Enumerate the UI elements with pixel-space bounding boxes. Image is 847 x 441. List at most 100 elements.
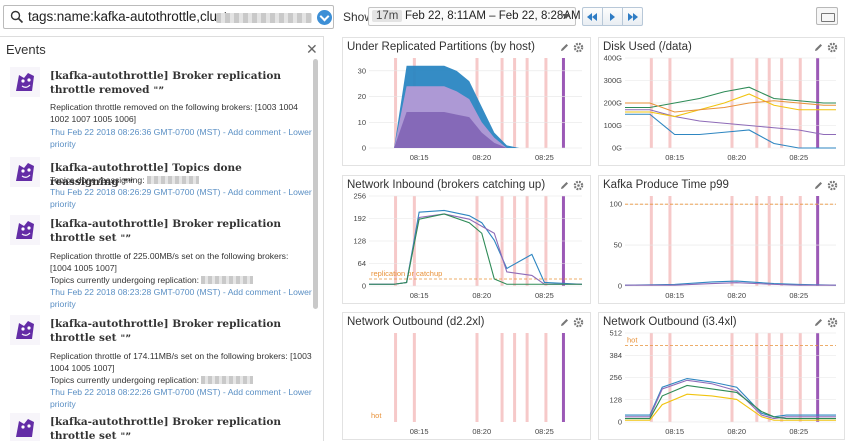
y-tick-label: 512 (609, 329, 622, 338)
events-panel: Events ✕ [kafka-autothrottle] Broker rep… (0, 36, 324, 441)
x-tick-label: 08:20 (472, 153, 491, 162)
event-marker (475, 333, 479, 422)
deploy-marker (561, 333, 565, 422)
y-tick-label: 0 (618, 418, 622, 427)
panel-title: Disk Used (/data) (603, 41, 692, 53)
event-marker (525, 333, 529, 422)
y-tick-label: 256 (353, 192, 366, 201)
y-tick-label: 300G (604, 76, 623, 85)
gear-icon (827, 42, 838, 53)
event-marker (525, 58, 529, 148)
line-series (625, 113, 836, 149)
line-series (625, 377, 836, 418)
line-series (625, 384, 836, 420)
list-item: [kafka-autothrottle] Broker replication … (8, 215, 312, 315)
datadog-avatar-icon (10, 215, 40, 245)
event-marker (500, 58, 504, 148)
top-toolbar: tags:name:kafka-autothrottle,cluster: Sh… (0, 0, 847, 34)
chart-panel-disk-used: Disk Used (/data) 08:15 08:20 08:25 400G 300… (598, 37, 845, 166)
duration-badge: 17m (372, 10, 403, 22)
line-series (625, 379, 836, 420)
x-tick-label: 08:15 (665, 153, 684, 162)
event-marker (668, 196, 672, 286)
redacted-text (216, 13, 312, 23)
deploy-marker (816, 196, 820, 286)
pencil-icon (815, 182, 822, 189)
fast-forward-button[interactable] (622, 7, 643, 26)
scrollbar[interactable] (313, 59, 318, 309)
chart-panel-produce-time: Kafka Produce Time p99 08:15 08:20 08:25 10… (598, 175, 845, 304)
play-button[interactable] (602, 7, 623, 26)
events-title: Events (6, 42, 46, 57)
event-marker (755, 196, 759, 286)
line-series (625, 393, 836, 421)
x-tick-label: 08:15 (410, 427, 429, 436)
pencil-icon (815, 319, 822, 326)
search-submit-icon[interactable] (317, 10, 332, 25)
x-tick-label: 08:25 (789, 427, 808, 436)
pencil-icon (561, 319, 568, 326)
line-series (625, 93, 836, 118)
x-tick-label: 08:25 (789, 291, 808, 300)
keyboard-icon[interactable] (816, 7, 838, 25)
search-input[interactable]: tags:name:kafka-autothrottle,cluster: (3, 5, 334, 29)
rewind-icon (587, 13, 592, 21)
redacted-text (146, 176, 199, 184)
event-title: [kafka-autothrottle] Topics done reassig… (50, 162, 242, 188)
event-marker (649, 196, 653, 286)
y-tick-label: 50 (614, 241, 622, 250)
event-marker (394, 333, 398, 422)
datadog-avatar-icon (10, 413, 40, 441)
event-marker (798, 196, 802, 286)
show-label: Show (343, 10, 374, 24)
chart-plot: 08:15 08:20 08:25 30 20 10 0 (358, 58, 582, 162)
event-body: Topics done reassigning: (50, 175, 312, 187)
gear-icon (827, 317, 838, 328)
x-tick-label: 08:25 (789, 153, 808, 162)
gear-icon (827, 180, 838, 191)
x-tick-label: 08:20 (727, 427, 746, 436)
redacted-text (201, 276, 254, 284)
event-meta[interactable]: Thu Feb 22 2018 08:23:28 GMT-0700 (MST) … (50, 287, 312, 309)
event-meta[interactable]: Thu Feb 22 2018 08:22:26 GMT-0700 (MST) … (50, 387, 312, 409)
event-marker (513, 58, 517, 148)
y-tick-label: 64 (358, 259, 366, 268)
event-marker (394, 58, 398, 148)
x-tick-label: 08:25 (535, 291, 554, 300)
chart-plot: 08:15 08:20 08:25 512 384 256 128 0 hot (609, 329, 836, 436)
event-body-topics: Topics currently undergoing replication: (50, 375, 312, 387)
line-series (625, 86, 836, 109)
x-tick-label: 08:15 (665, 291, 684, 300)
search-query-text: tags:name:kafka-autothrottle,cluster: (28, 9, 243, 24)
y-tick-label: 0G (612, 144, 622, 153)
event-meta[interactable]: Thu Feb 22 2018 08:26:29 GMT-0700 (MST) … (50, 187, 312, 209)
event-marker (544, 58, 548, 148)
event-marker (500, 333, 504, 422)
search-icon (10, 10, 24, 24)
threshold-annotation: hot (371, 411, 382, 420)
y-tick-label: 30 (358, 66, 366, 75)
x-tick-label: 08:20 (472, 427, 491, 436)
list-item: [kafka-autothrottle] Topics done reassig… (8, 157, 312, 217)
pencil-icon (561, 182, 568, 189)
deploy-marker (561, 58, 565, 148)
y-tick-label: 256 (609, 373, 622, 382)
pencil-icon (815, 44, 822, 51)
chart-panel-network-outbound-i3: Network Outbound (i3.4xl) 08:15 08:20 08:2… (598, 312, 845, 440)
datadog-avatar-icon (10, 157, 40, 187)
line-series (369, 213, 582, 285)
time-range-select[interactable]: 17m Feb 22, 8:11AM – Feb 22, 8:28AM (368, 7, 581, 26)
x-tick-label: 08:20 (727, 291, 746, 300)
redacted-text (201, 376, 254, 384)
pencil-icon (561, 44, 568, 51)
event-meta[interactable]: Thu Feb 22 2018 08:26:36 GMT-0700 (MST) … (50, 127, 312, 149)
line-series (625, 100, 836, 113)
event-marker (544, 333, 548, 422)
panel-title: Network Inbound (brokers catching up) (347, 179, 546, 191)
fast-forward-icon (628, 13, 633, 21)
chevron-down-icon (562, 14, 570, 19)
y-tick-label: 100G (604, 121, 623, 130)
event-body-topics: Topics currently undergoing replication: (50, 275, 312, 287)
rewind-button[interactable] (582, 7, 603, 26)
close-icon[interactable]: ✕ (306, 41, 318, 57)
